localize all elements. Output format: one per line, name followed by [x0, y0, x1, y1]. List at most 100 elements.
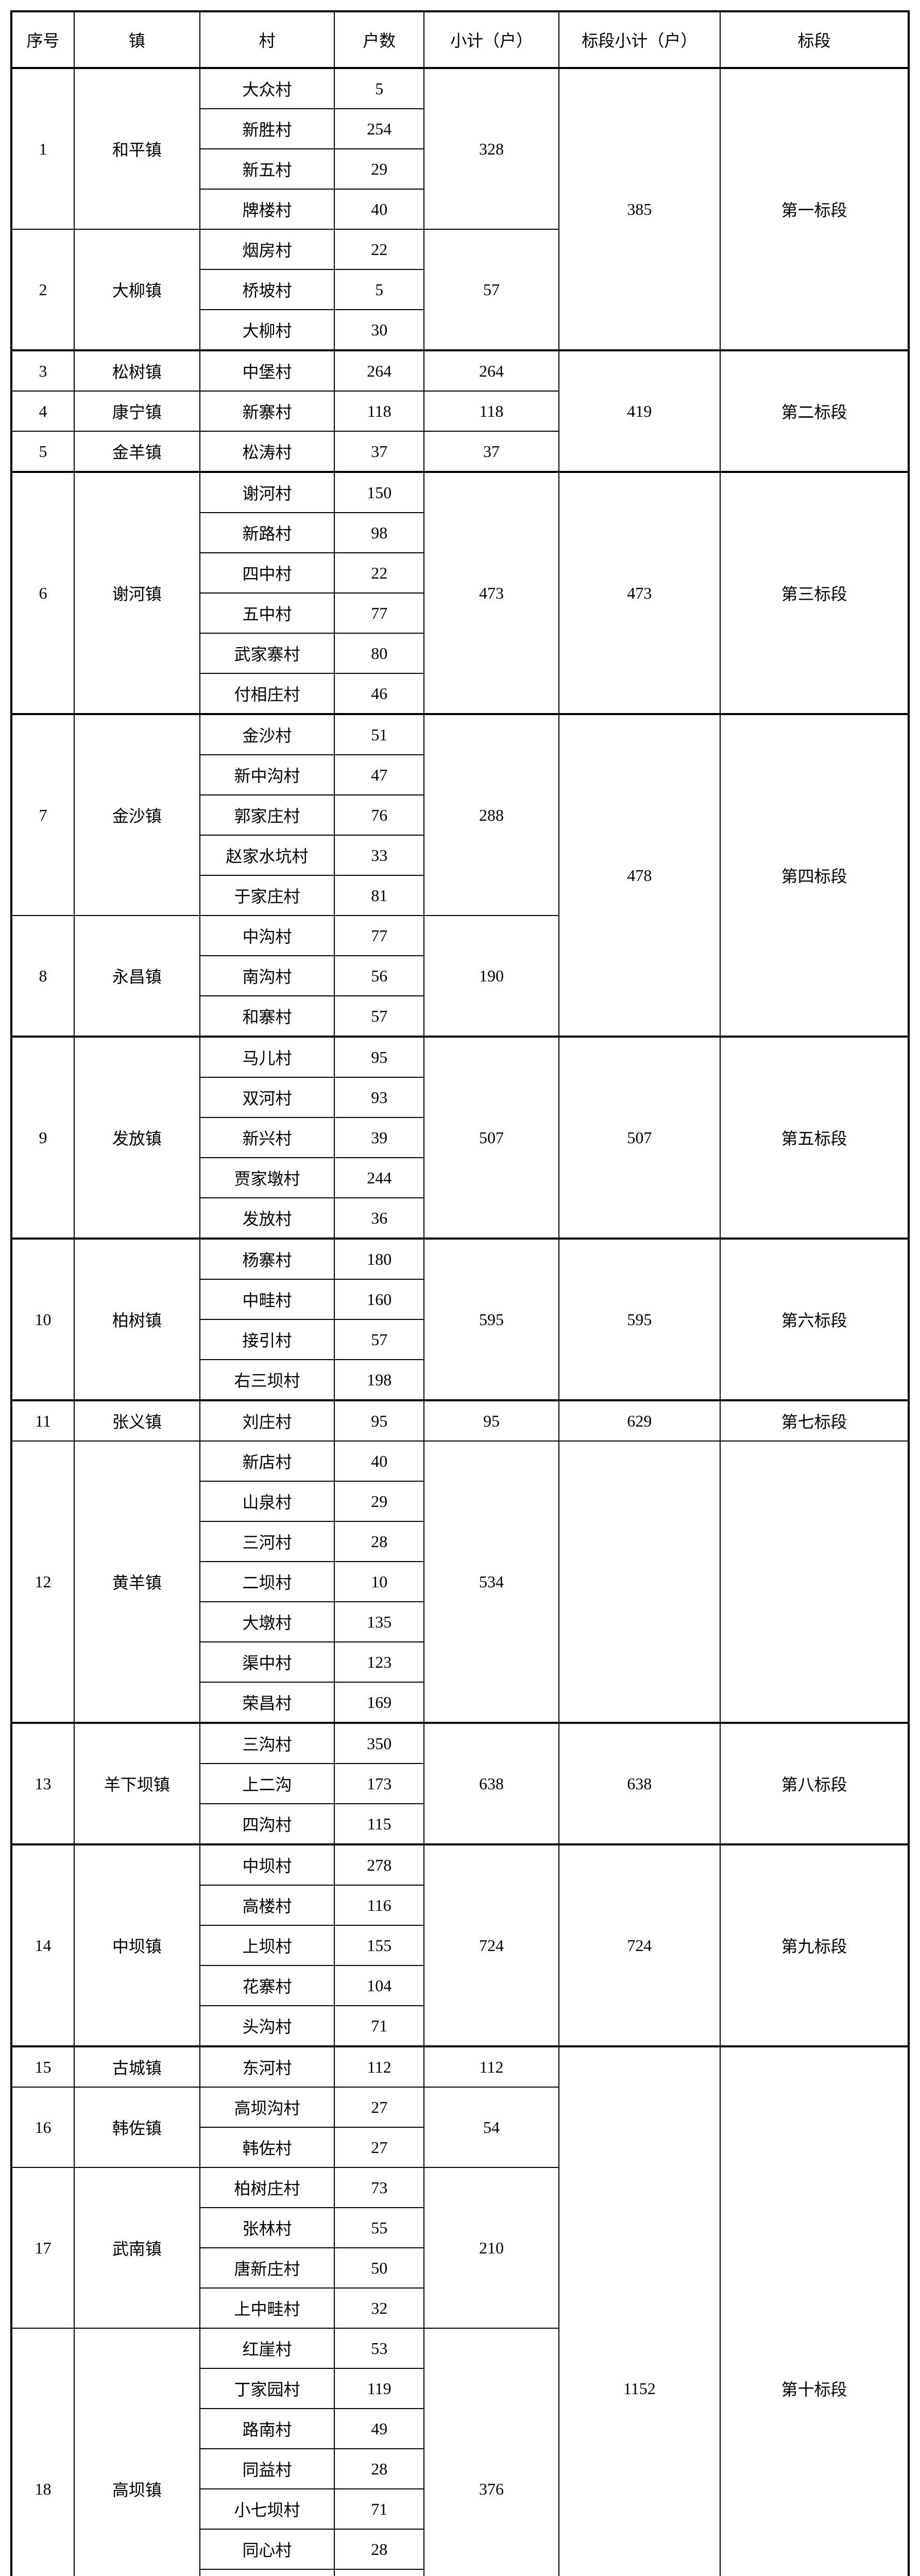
subtotal-cell: 638	[424, 1723, 558, 1844]
households-cell: 40	[334, 1441, 424, 1481]
village-cell: 上二沟	[200, 1764, 334, 1804]
households-cell: 135	[334, 1602, 424, 1642]
seq-cell: 13	[11, 1723, 74, 1844]
town-cell: 大柳镇	[74, 229, 200, 350]
households-cell: 77	[334, 916, 424, 956]
section-cell: 第二标段	[720, 350, 909, 472]
subtotal-cell: 264	[424, 350, 558, 391]
village-cell: 花寨村	[200, 1965, 334, 2006]
households-cell: 118	[334, 391, 424, 431]
village-cell: 二坝村	[200, 1562, 334, 1602]
town-cell: 康宁镇	[74, 391, 200, 431]
subtotal-cell: 376	[424, 2328, 558, 2576]
town-cell: 和平镇	[74, 68, 200, 229]
seq-cell: 6	[11, 472, 74, 714]
households-cell: 47	[334, 755, 424, 795]
village-cell: 四中村	[200, 553, 334, 593]
subtotal-cell: 57	[424, 229, 558, 350]
seq-cell: 2	[11, 229, 74, 350]
households-cell: 278	[334, 1844, 424, 1885]
subtotal-cell: 534	[424, 1441, 558, 1723]
town-cell: 羊下坝镇	[74, 1723, 200, 1844]
households-cell: 28	[334, 2449, 424, 2489]
section-subtotal-cell: 478	[559, 714, 721, 1037]
households-cell: 53	[334, 2328, 424, 2368]
subtotal-cell: 328	[424, 68, 558, 229]
households-cell: 93	[334, 1077, 424, 1117]
header-households: 户数	[334, 11, 424, 68]
village-cell: 头沟村	[200, 2006, 334, 2046]
town-cell: 中坝镇	[74, 1844, 200, 2046]
households-cell: 71	[334, 2489, 424, 2529]
seq-cell: 14	[11, 1844, 74, 2046]
households-cell: 5	[334, 68, 424, 109]
table-row: 7金沙镇金沙村51288478第四标段	[11, 714, 909, 755]
village-cell: 五中村	[200, 593, 334, 633]
section-subtotal-cell: 638	[559, 1723, 721, 1844]
section-cell: 第七标段	[720, 1400, 909, 1441]
village-cell: 双河村	[200, 1077, 334, 1117]
village-cell: 大众村	[200, 68, 334, 109]
table-row: 9发放镇马儿村95507507第五标段	[11, 1037, 909, 1077]
village-cell: 接引村	[200, 1319, 334, 1360]
section-subtotal-cell: 419	[559, 350, 721, 472]
village-cell: 四沟村	[200, 1804, 334, 1844]
section-cell: 第四标段	[720, 714, 909, 1037]
village-cell: 大柳村	[200, 310, 334, 350]
section-cell: 第五标段	[720, 1037, 909, 1239]
village-cell: 三河村	[200, 1521, 334, 1562]
village-cell: 唐新庄村	[200, 2248, 334, 2288]
section-cell: 第六标段	[720, 1239, 909, 1400]
header-village: 村	[200, 11, 334, 68]
households-cell: 29	[334, 1481, 424, 1521]
village-cell: 刘庄村	[200, 1400, 334, 1441]
town-cell: 武南镇	[74, 2167, 200, 2328]
households-cell: 71	[334, 2006, 424, 2046]
section-cell: 第一标段	[720, 68, 909, 350]
seq-cell: 10	[11, 1239, 74, 1400]
households-cell: 150	[334, 472, 424, 513]
section-subtotal-cell: 507	[559, 1037, 721, 1239]
households-cell: 115	[334, 1804, 424, 1844]
households-cell: 95	[334, 1400, 424, 1441]
village-cell: 郭家庄村	[200, 795, 334, 835]
village-cell: 桥坡村	[200, 269, 334, 310]
table-row: 15古城镇东河村1121121152第十标段	[11, 2046, 909, 2087]
households-cell: 32	[334, 2288, 424, 2328]
village-cell: 中沟村	[200, 916, 334, 956]
seq-cell: 3	[11, 350, 74, 391]
households-cell: 254	[334, 109, 424, 149]
section-cell: 第九标段	[720, 1844, 909, 2046]
section-cell: 第八标段	[720, 1723, 909, 1844]
table-row: 1和平镇大众村5328385第一标段	[11, 68, 909, 109]
header-subtotal: 小计（户）	[424, 11, 558, 68]
households-cell: 198	[334, 1360, 424, 1400]
village-cell: 松涛村	[200, 431, 334, 472]
table-row: 3松树镇中堡村264264419第二标段	[11, 350, 909, 391]
subtotal-cell: 190	[424, 916, 558, 1037]
village-cell: 新店村	[200, 1441, 334, 1481]
households-cell: 51	[334, 714, 424, 755]
town-cell: 黄羊镇	[74, 1441, 200, 1723]
village-cell: 张林村	[200, 2208, 334, 2248]
village-cell: 丁家园村	[200, 2368, 334, 2409]
section-cell: 第三标段	[720, 472, 909, 714]
households-cell: 10	[334, 1562, 424, 1602]
subtotal-cell: 118	[424, 391, 558, 431]
section-subtotal-cell: 385	[559, 68, 721, 350]
households-cell: 95	[334, 1037, 424, 1077]
households-cell: 5	[334, 269, 424, 310]
seq-cell: 9	[11, 1037, 74, 1239]
table-row: 12黄羊镇新店村40534	[11, 1441, 909, 1481]
village-cell: 高楼村	[200, 1885, 334, 1925]
seq-cell: 17	[11, 2167, 74, 2328]
village-cell: 荣昌村	[200, 1682, 334, 1723]
village-cell: 小七坝村	[200, 2489, 334, 2529]
table-row: 10柏树镇杨寨村180595595第六标段	[11, 1239, 909, 1279]
households-cell: 22	[334, 553, 424, 593]
village-cell: 同心村	[200, 2529, 334, 2569]
seq-cell: 16	[11, 2087, 74, 2167]
table-body: 1和平镇大众村5328385第一标段新胜村254新五村29牌楼村402大柳镇烟房…	[11, 68, 909, 2576]
section-subtotal-cell: 473	[559, 472, 721, 714]
village-cell: 韩佐村	[200, 2127, 334, 2167]
